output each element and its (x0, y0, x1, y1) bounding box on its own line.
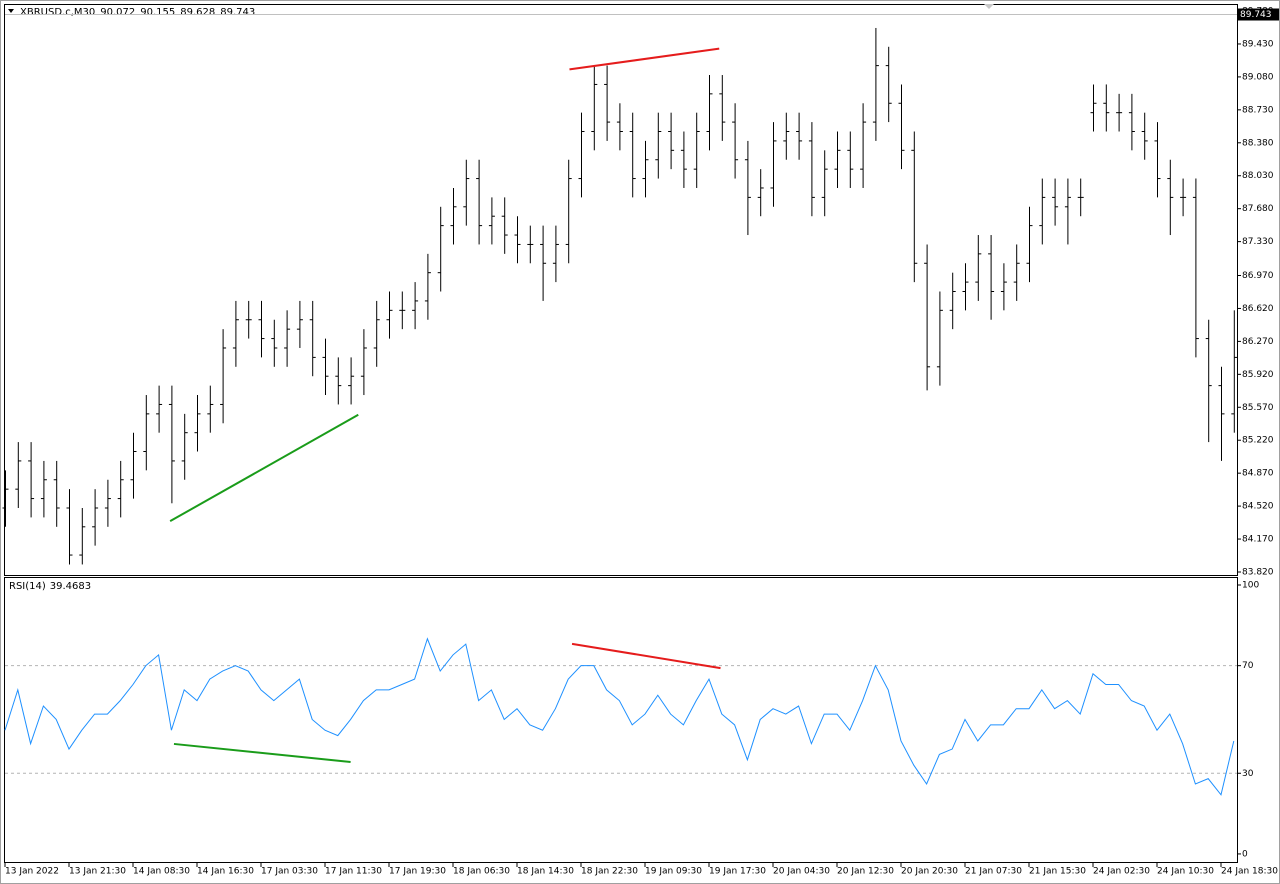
trendline (169, 413, 359, 523)
y-tick-label: 86.270 (1242, 337, 1274, 347)
x-tick-label: 24 Jan 02:30 (1093, 867, 1150, 877)
y-tick-label: 89.080 (1242, 72, 1274, 82)
header-value: 90.155 (140, 7, 175, 18)
y-tick-label: 84.170 (1242, 535, 1274, 545)
x-tick-label: 21 Jan 15:30 (1029, 867, 1086, 877)
y-tick-label: 87.680 (1242, 204, 1274, 214)
trendline (173, 742, 351, 763)
x-tick-label: 24 Jan 10:30 (1157, 867, 1214, 877)
y-tick-label: 88.730 (1242, 105, 1274, 115)
rsi-line (4, 637, 1235, 796)
y-tick-label: 85.920 (1242, 370, 1274, 380)
rsi-panel (4, 577, 1238, 863)
x-tick-label: 14 Jan 08:30 (133, 867, 190, 877)
y-tick-label: 86.970 (1242, 271, 1274, 281)
y-tick-label: 84.870 (1242, 469, 1274, 479)
menu-triangle[interactable] (8, 9, 14, 13)
y-tick-label: 84.520 (1242, 502, 1274, 512)
trendline (569, 47, 720, 71)
x-tick-label: 20 Jan 04:30 (773, 867, 830, 877)
indicator-header: RSI(14) 39.4683 (9, 581, 91, 592)
y-tick-label: 30 (1242, 769, 1254, 779)
symbol: XBRUSD.c,M30 (20, 7, 95, 18)
y-tick-label: 0 (1242, 849, 1248, 859)
price-tag (1238, 8, 1279, 21)
x-tick-label: 24 Jan 18:30 (1221, 867, 1278, 877)
y-tick-label: 70 (1242, 661, 1254, 671)
x-tick-label: 14 Jan 16:30 (197, 867, 254, 877)
y-tick-label: 86.620 (1242, 304, 1274, 314)
x-tick-label: 19 Jan 17:30 (709, 867, 766, 877)
y-tick-label: 85.570 (1242, 403, 1274, 413)
x-tick-label: 20 Jan 12:30 (837, 867, 894, 877)
chart-header: XBRUSD.c,M30 90.072 90.155 89.628 89.743 (20, 7, 255, 18)
trendline (571, 642, 721, 670)
x-tick-label: 18 Jan 14:30 (517, 867, 574, 877)
x-tick-label: 19 Jan 09:30 (645, 867, 702, 877)
x-tick-label: 17 Jan 03:30 (261, 867, 318, 877)
y-tick-label: 85.220 (1242, 436, 1274, 446)
header-value: 89.628 (180, 7, 215, 18)
y-tick-label: 87.330 (1242, 237, 1274, 247)
x-tick-label: 17 Jan 19:30 (389, 867, 446, 877)
shift-marker (984, 4, 994, 9)
x-tick-label: 18 Jan 22:30 (581, 867, 638, 877)
indicator-value: 39.4683 (50, 581, 91, 592)
x-tick-label: 21 Jan 07:30 (965, 867, 1022, 877)
price-tag-label: 89.743 (1240, 10, 1272, 20)
header-value: 89.743 (220, 7, 255, 18)
price-panel (4, 4, 1238, 576)
x-tick-label: 13 Jan 21:30 (69, 867, 126, 877)
y-tick-label: 88.030 (1242, 171, 1274, 181)
indicator-name: RSI(14) (9, 581, 46, 592)
x-tick-label: 18 Jan 06:30 (453, 867, 510, 877)
y-tick-label: 100 (1242, 580, 1259, 590)
y-tick-label: 83.820 (1242, 567, 1274, 577)
x-tick-label: 20 Jan 20:30 (901, 867, 958, 877)
x-tick-label: 13 Jan 2022 (5, 867, 59, 877)
y-tick-label: 88.380 (1242, 138, 1274, 148)
x-tick-label: 17 Jan 11:30 (325, 867, 382, 877)
y-tick-label: 89.430 (1242, 39, 1274, 49)
header-value: 90.072 (100, 7, 135, 18)
